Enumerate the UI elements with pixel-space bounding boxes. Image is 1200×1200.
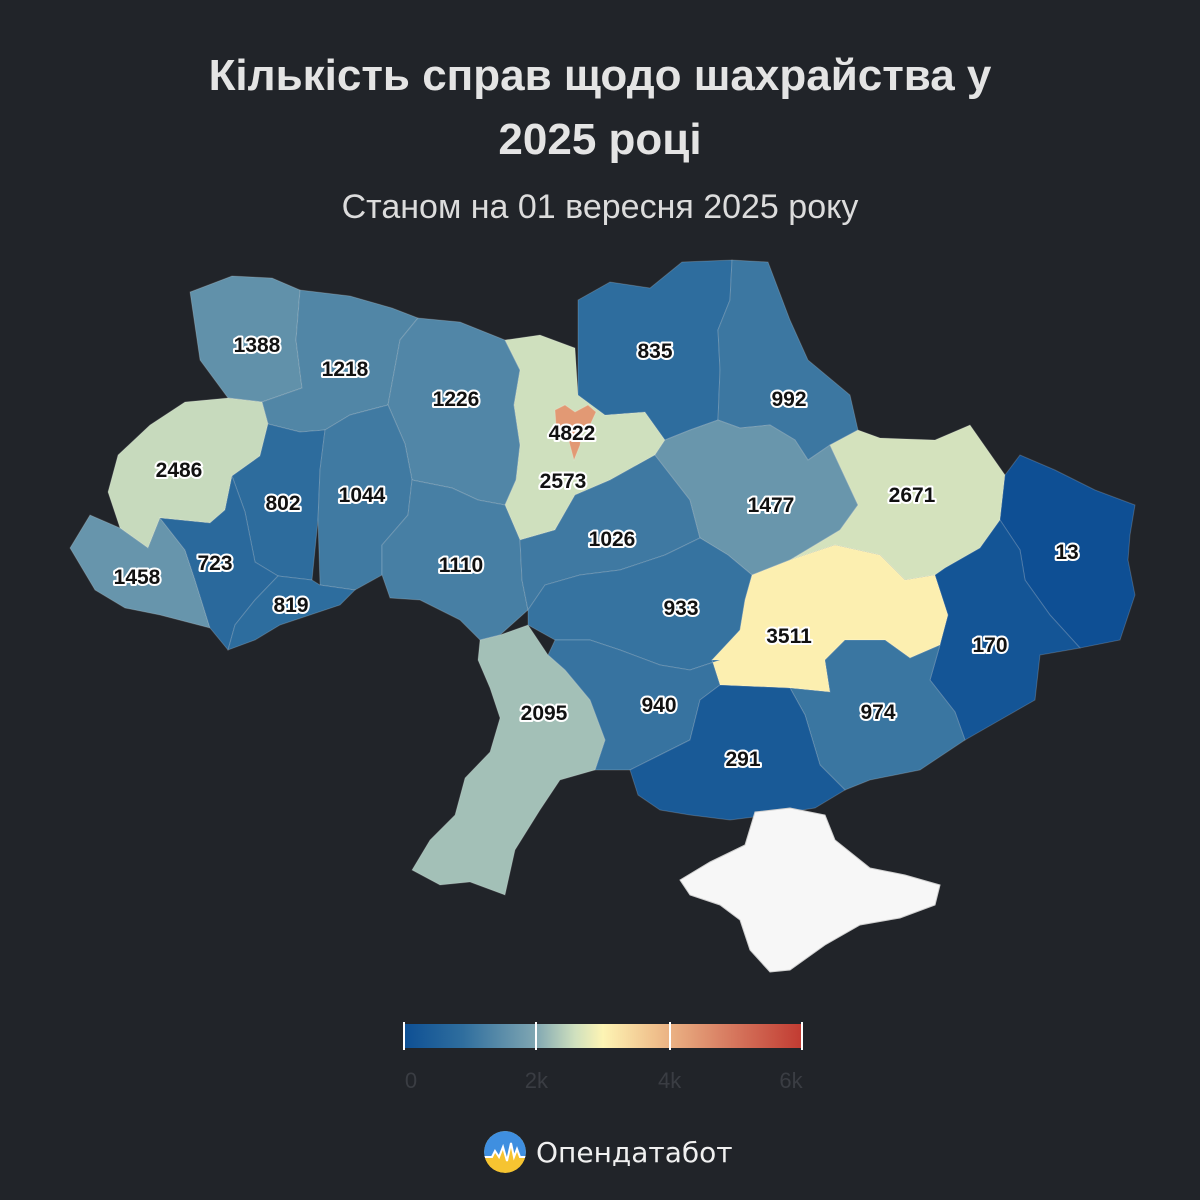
label-luhansk: 13	[1055, 541, 1078, 564]
legend-label-0: 0	[404, 1068, 418, 1093]
color-legend: 0 2k 4k 6k	[403, 1022, 803, 1093]
region-odesa[interactable]	[411, 624, 606, 896]
label-cherkasy: 1026	[589, 528, 636, 551]
label-lviv: 2486	[156, 459, 203, 482]
label-zaporizhzhia: 974	[860, 701, 895, 724]
label-kyiv-oblast: 2573	[540, 470, 587, 493]
label-poltava: 1477	[748, 494, 795, 517]
region-luhansk[interactable]	[999, 454, 1136, 649]
label-zakarpattia: 1458	[114, 566, 161, 589]
brand: Опендатабот	[484, 1130, 733, 1174]
label-ivano-frankivsk: 723	[197, 552, 232, 575]
label-kirovohrad: 933	[663, 597, 698, 620]
label-rivne: 1218	[322, 358, 369, 381]
label-khmelnytskyi: 1044	[339, 484, 386, 507]
legend-gradient-bar	[403, 1024, 803, 1048]
brand-name: Опендатабот	[536, 1135, 733, 1169]
legend-label-6k: 6k	[779, 1068, 803, 1093]
legend-label-4k: 4k	[658, 1068, 682, 1093]
region-kherson[interactable]	[629, 684, 846, 821]
label-dnipropetrovsk: 3511	[766, 625, 812, 648]
label-chernihiv: 835	[637, 340, 672, 363]
label-chernivtsi: 819	[273, 594, 308, 617]
regions-layer	[69, 259, 1136, 973]
crimea	[679, 807, 941, 973]
title-line-2: 2025 році	[498, 115, 702, 164]
label-sumy: 992	[771, 388, 806, 411]
region-chernivtsi[interactable]	[227, 575, 357, 651]
label-ternopil: 802	[265, 492, 300, 515]
label-donetsk: 170	[972, 634, 1007, 657]
label-zhytomyr: 1226	[433, 388, 480, 411]
legend-tick-0	[403, 1022, 405, 1050]
label-kherson: 291	[725, 748, 760, 771]
legend-label-2k: 2k	[524, 1068, 548, 1093]
label-kyiv-city: 4822	[549, 422, 596, 445]
opendatabot-logo-icon	[484, 1131, 526, 1173]
region-kyiv-city[interactable]	[554, 404, 597, 462]
title-line-1: Кількість справ щодо шахрайства у	[208, 51, 992, 100]
map-title: Кількість справ щодо шахрайства у 2025 р…	[100, 44, 1100, 172]
label-volyn: 1388	[234, 334, 281, 357]
value-labels-layer: 1388 1218 1226 4822 2573 835 992 2486 80…	[112, 332, 1081, 773]
label-odesa: 2095	[521, 702, 568, 725]
label-vinnytsia: 1110	[439, 554, 483, 577]
label-kharkiv: 2671	[889, 484, 936, 507]
label-mykolaiv: 940	[641, 694, 676, 717]
legend-tick-4k	[668, 1022, 671, 1050]
legend-tick-6k	[801, 1022, 803, 1050]
map-subtitle: Станом на 01 вересня 2025 року	[341, 188, 859, 226]
legend-tick-2k	[535, 1022, 538, 1050]
